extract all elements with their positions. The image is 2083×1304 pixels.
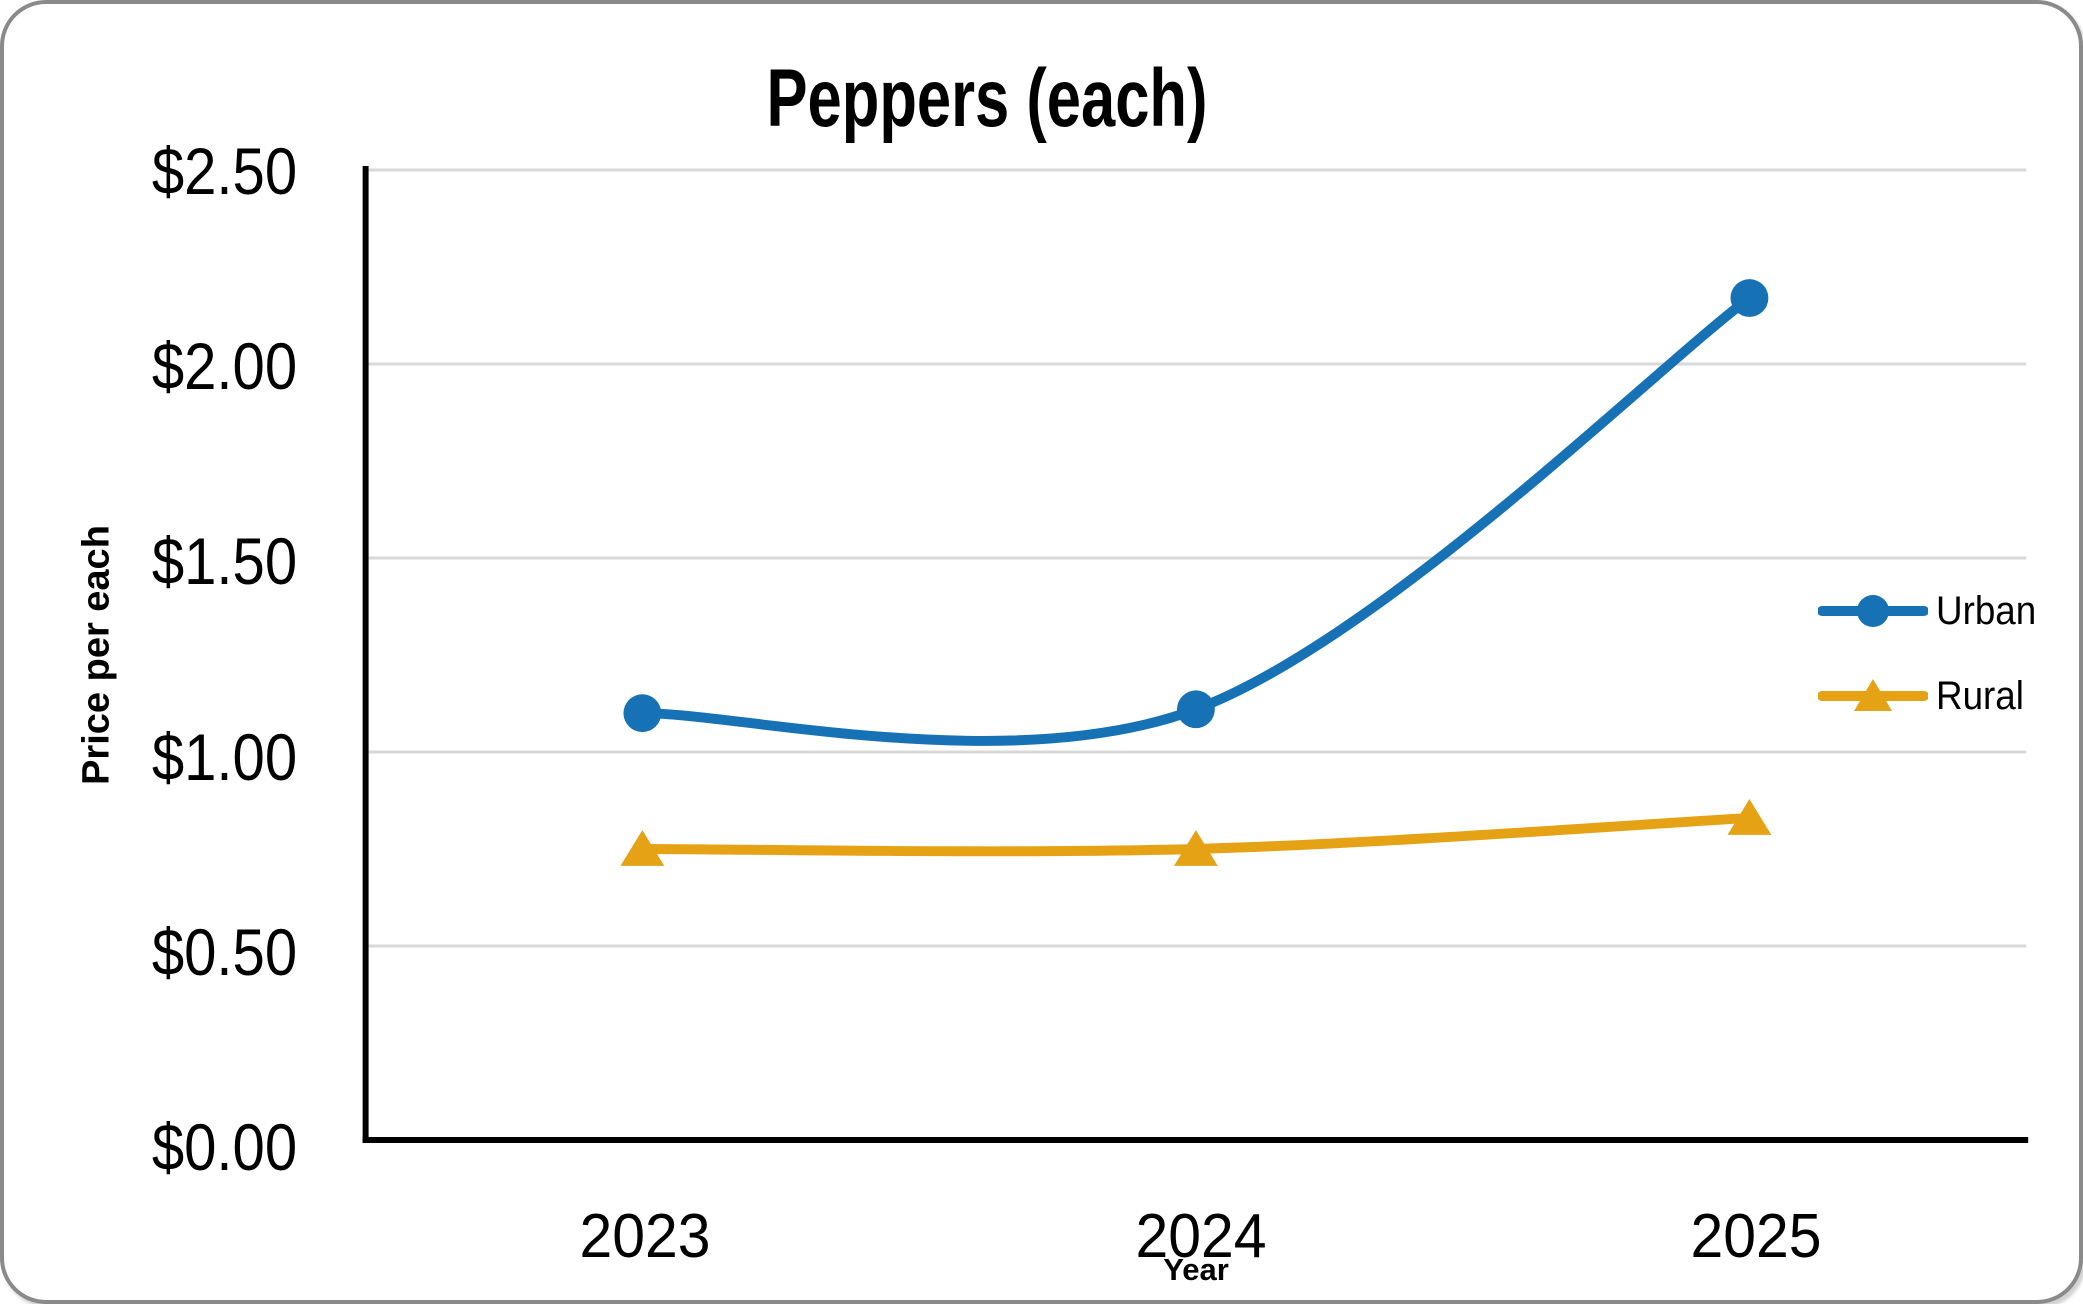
legend-label-urban: Urban — [1936, 589, 2037, 633]
urban-data-point-marker — [623, 694, 662, 733]
urban-data-point-marker — [1176, 690, 1215, 729]
x-tick-label: 2024 — [1134, 1202, 1267, 1271]
y-tick-label: $2.00 — [151, 329, 297, 404]
y-tick-label: $1.00 — [151, 719, 297, 794]
x-tick-label: 2025 — [1690, 1202, 1822, 1271]
legend-item-rural: Rural — [1818, 674, 2032, 718]
y-tick-label: $1.50 — [151, 524, 297, 599]
legend-marker-rural-icon — [1818, 679, 1928, 711]
chart-title: Peppers (each) — [766, 53, 1208, 144]
rural-data-point-marker — [1727, 799, 1772, 835]
x-axis-title: Year — [1163, 1252, 1229, 1287]
legend-marker-urban-icon — [1818, 595, 1928, 627]
rural-data-point-marker — [1173, 830, 1218, 866]
y-tick-label: $0.00 — [151, 1110, 297, 1184]
y-tick-label: $0.50 — [151, 914, 297, 989]
plot-area — [362, 166, 2029, 1143]
legend-label-rural: Rural — [1936, 674, 2024, 718]
rural-data-point-marker — [620, 830, 665, 866]
legend-item-urban: Urban — [1818, 589, 2045, 633]
x-tick-label: 2023 — [579, 1202, 711, 1271]
y-axis-title: Price per each — [75, 525, 118, 785]
urban-data-point-marker — [1730, 279, 1769, 317]
y-tick-label: $2.50 — [151, 134, 297, 208]
